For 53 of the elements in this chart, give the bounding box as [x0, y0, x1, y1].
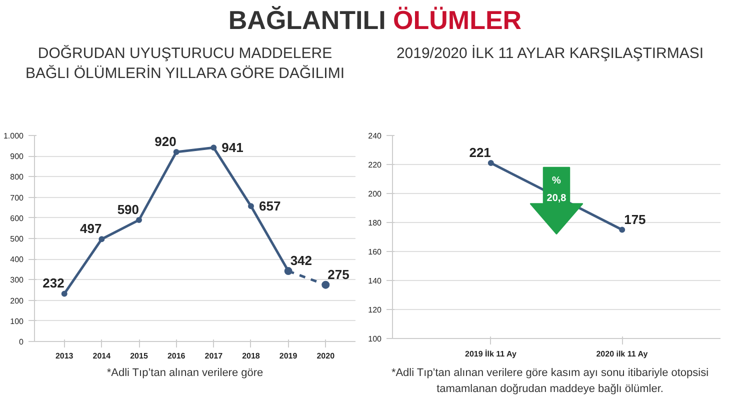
- x-tick-label: 2020 ilk 11 Ay: [596, 350, 648, 358]
- data-label: 275: [328, 266, 350, 282]
- y-tick-label: 200: [10, 296, 24, 306]
- point: [322, 280, 330, 289]
- point: [98, 236, 105, 242]
- x-tick-label: 2016: [167, 352, 186, 360]
- y-tick-label: 180: [368, 218, 382, 228]
- text: *Adli Tıp’tan alınan verilere göre: [106, 366, 264, 381]
- y-tick-label: 100: [10, 316, 24, 326]
- data-label: 920: [154, 134, 176, 149]
- y-tick-label: 1.000: [3, 132, 24, 140]
- data-label: 232: [42, 276, 64, 291]
- chart-title: 2019/2020 İLK 11 AYLAR KARŞILAŞTIRMASI: [396, 44, 704, 64]
- x-tick-label: 2014: [92, 352, 112, 360]
- y-tick-label: 200: [368, 190, 382, 198]
- data-label: 941: [222, 140, 244, 156]
- x-tick-label: 2019: [279, 352, 298, 360]
- point: [173, 148, 180, 155]
- chart-title: DOĞRUDAN UYUŞTURUCU MADDELERE BAĞLI ÖLÜMLERİN YILLARA GÖRE DAĞILIMI: [24, 44, 346, 83]
- point: [248, 203, 254, 210]
- data-label: 342: [290, 253, 312, 268]
- point: [136, 216, 142, 223]
- y-tick-label: 220: [368, 160, 382, 170]
- y-tick-label: 100: [368, 334, 382, 344]
- y-tick-label: 120: [368, 306, 382, 314]
- x-tick-label: 2019 İlk 11 Ay: [465, 350, 518, 358]
- annotation: 20,8: [546, 192, 567, 204]
- y-tick-label: 900: [10, 152, 24, 162]
- x-tick-label: 2013: [55, 352, 74, 360]
- y-tick-label: 0: [19, 338, 24, 346]
- data-label: 221: [469, 145, 491, 160]
- y-tick-label: 240: [368, 132, 382, 140]
- data-label: 497: [80, 221, 102, 236]
- annotation: %: [552, 175, 562, 186]
- point: [61, 290, 68, 297]
- data-label: 590: [117, 202, 140, 217]
- y-tick-label: 160: [368, 248, 382, 256]
- text: *Adli Tıp’tan alınan verilere göre kasım ayı sonu itibariyle otopsisi tamamlanan doğrudan maddeye bağlı ölümler.: [390, 366, 710, 397]
- y-tick-label: 600: [10, 214, 24, 223]
- x-tick-label: 2015: [130, 352, 148, 360]
- x-tick-label: 2017: [204, 352, 224, 360]
- x-tick-label: 2018: [242, 352, 260, 360]
- y-tick-label: 400: [10, 255, 24, 264]
- data-label: 175: [624, 212, 646, 227]
- data-label: 657: [258, 198, 281, 214]
- y-tick-label: 500: [10, 234, 24, 244]
- y-tick-label: 140: [368, 276, 382, 286]
- x-tick-label: 2020: [316, 352, 336, 360]
- point: [210, 144, 217, 151]
- y-tick-label: 300: [10, 276, 24, 285]
- y-tick-label: 800: [10, 172, 24, 182]
- text: BAĞLANTILI ÖLÜMLER: [228, 4, 522, 37]
- y-tick-label: 700: [10, 193, 24, 202]
